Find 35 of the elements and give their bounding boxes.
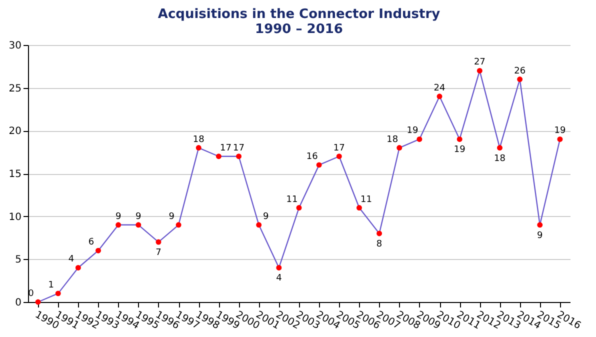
y-tick-label: 30 (8, 40, 22, 52)
data-label: 16 (306, 152, 318, 162)
data-label: 19 (406, 126, 418, 136)
data-label: 6 (88, 238, 94, 248)
data-label: 27 (474, 58, 486, 68)
data-label: 18 (494, 154, 506, 164)
data-label: 24 (434, 83, 446, 94)
data-label: 19 (554, 126, 566, 136)
data-label: 9 (136, 212, 142, 222)
chart-title: Acquisitions in the Connector Industry 1990 – 2016 (158, 7, 441, 37)
y-tick-label: 15 (8, 169, 22, 180)
data-label: 18 (386, 134, 398, 145)
data-label: 18 (192, 134, 205, 145)
data-label: 17 (233, 143, 245, 154)
data-label: 19 (454, 145, 466, 156)
data-label: 17 (220, 143, 232, 154)
data-label: 7 (156, 248, 162, 258)
data-label: 26 (514, 66, 526, 76)
y-tick-label: 25 (8, 83, 22, 94)
data-label: 0 (28, 289, 34, 299)
y-tick-label: 10 (8, 212, 22, 223)
data-label: 4 (276, 274, 282, 284)
y-tick-label: 20 (8, 126, 22, 138)
data-label: 11 (286, 194, 298, 205)
data-label: 1 (48, 280, 54, 290)
data-label: 17 (333, 143, 345, 154)
y-tick-label: 5 (15, 254, 22, 266)
data-label: 11 (360, 194, 372, 205)
y-tick-label: 0 (15, 298, 22, 308)
data-label: 9 (537, 230, 544, 241)
data-label: 8 (376, 239, 382, 250)
data-label: 9 (115, 212, 122, 222)
data-label: 4 (68, 254, 74, 265)
data-label: 9 (262, 212, 269, 222)
data-label: 9 (168, 212, 175, 222)
